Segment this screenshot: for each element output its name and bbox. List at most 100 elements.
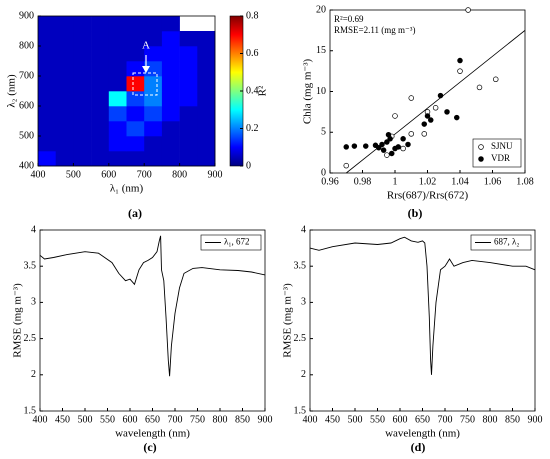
x-tick-label: 800: [483, 414, 498, 425]
heat-cell: [126, 16, 145, 32]
x-tick-label: 700: [168, 414, 183, 425]
heat-cell: [144, 151, 163, 167]
x-tick-label: 500: [348, 414, 363, 425]
heat-cell: [108, 31, 127, 47]
heat-cell: [126, 61, 145, 77]
line: [39, 235, 266, 377]
heat-cell: [144, 46, 163, 62]
legend-marker: [478, 156, 484, 162]
heat-cell: [126, 151, 145, 167]
heat-cell: [144, 31, 163, 47]
y-tick-label: 10: [316, 86, 326, 97]
point: [380, 147, 387, 153]
x-tick-label: 800: [172, 169, 187, 180]
point: [454, 114, 460, 121]
heat-cell: [179, 31, 198, 47]
heat-cell: [91, 76, 110, 92]
heat-cell: [161, 136, 180, 152]
x-axis-label: wavelength (nm): [115, 428, 190, 440]
heat-cell: [73, 31, 92, 47]
y-axis-label: RMSE (mg m⁻³): [12, 283, 24, 358]
heat-cell: [91, 61, 110, 77]
heat-cell: [73, 61, 92, 77]
y-tick-label: 700: [19, 70, 34, 81]
y-axis-label: Chla (mg m⁻³): [302, 59, 314, 125]
y-tick-label: 500: [19, 130, 34, 141]
heat-cell: [179, 151, 198, 167]
y-tick-label: 2.5: [24, 333, 37, 344]
heat-cell: [38, 121, 56, 137]
heat-cell: [197, 46, 216, 62]
x-tick-label: 1.08: [516, 176, 534, 187]
heat-cell: [55, 151, 74, 167]
heat-cell: [38, 16, 56, 32]
point: [493, 76, 499, 83]
heat-cell: [179, 121, 198, 137]
heat-cell: [161, 121, 180, 137]
heat-cell: [38, 46, 56, 62]
x-tick-label: 800: [213, 414, 228, 425]
x-axis-label: λ₁ (nm): [110, 183, 144, 195]
heat-cell: [91, 91, 110, 107]
x-tick-label: 1.06: [484, 176, 502, 187]
colorbar-tick-label: 0.4: [246, 85, 259, 96]
point: [444, 109, 450, 115]
x-tick-label: 550: [370, 414, 385, 425]
heat-cell: [161, 106, 180, 122]
y-axis-label: λ₂ (nm): [6, 74, 18, 108]
x-tick-label: 1.04: [451, 176, 469, 187]
y-tick-label: 2: [31, 369, 36, 380]
heat-cell: [108, 136, 127, 152]
heat-cell: [55, 106, 74, 122]
heat-cell: [108, 121, 127, 137]
point: [392, 113, 398, 119]
point: [424, 113, 431, 119]
heat-cell: [108, 106, 127, 122]
heat-cell: [91, 136, 110, 152]
x-tick-label: 650: [145, 414, 160, 425]
heat-cell: [73, 136, 92, 152]
heat-cell: [108, 76, 127, 92]
arrow-head: [142, 66, 150, 73]
heat-cell: [197, 121, 216, 137]
x-tick-label: 0.96: [321, 176, 339, 187]
heat-cell: [179, 136, 198, 152]
heat-cell: [126, 136, 145, 152]
y-tick-label: 1.5: [24, 405, 37, 416]
heat-cell: [144, 136, 163, 152]
x-tick-label: 900: [258, 414, 273, 425]
heat-cell: [108, 151, 127, 167]
point: [400, 145, 406, 152]
x-tick-label: 900: [528, 414, 543, 425]
legend-label: 687, λ₂: [494, 237, 520, 247]
caption: (a): [128, 206, 142, 220]
heat-cell: [91, 46, 110, 62]
heat-cell: [197, 76, 216, 92]
y-tick-label: 15: [316, 45, 326, 56]
heat-cell: [73, 46, 92, 62]
heat-cell: [55, 16, 74, 32]
x-tick-label: 700: [137, 169, 152, 180]
x-tick-label: 500: [66, 169, 81, 180]
point: [457, 68, 463, 74]
heat-cell: [91, 106, 110, 122]
x-tick-label: 600: [123, 414, 138, 425]
point: [379, 141, 385, 148]
legend-box: [472, 138, 522, 168]
heat-cell: [126, 76, 145, 92]
x-tick-label: 0.98: [354, 176, 372, 187]
point: [384, 139, 390, 145]
heat-cell: [73, 91, 92, 107]
legend-box: [470, 234, 532, 251]
panel: 0.96 0.98 1 1.02 1.04 1.06 1.08 0 5 10 15 20 Rrs(687…: [302, 4, 534, 219]
annotation: A: [142, 40, 150, 52]
heat-cell: [126, 46, 145, 62]
caption: (c): [143, 440, 156, 454]
heat-cell: [108, 16, 127, 32]
point: [343, 144, 350, 150]
plot-frame: [37, 15, 216, 167]
y-tick-label: 3: [31, 297, 36, 308]
x-tick-label: 450: [55, 414, 70, 425]
heat-cell: [91, 16, 110, 32]
heat-cell: [91, 31, 110, 47]
